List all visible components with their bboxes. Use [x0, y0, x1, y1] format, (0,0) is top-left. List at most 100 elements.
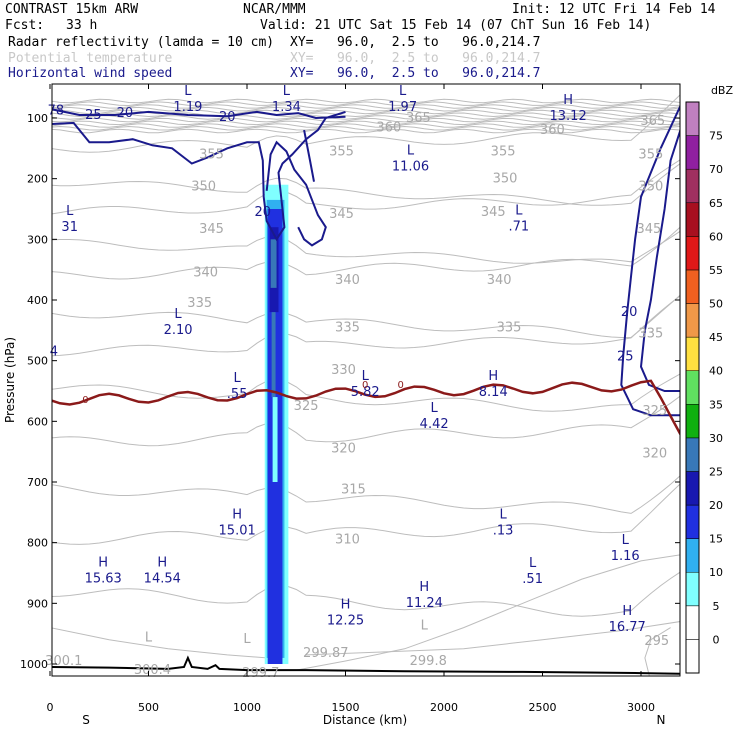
wind-extremum-value: .55: [227, 387, 248, 402]
refl-5dbz-gap: [272, 397, 278, 482]
wind-contours: [52, 105, 680, 417]
colorbar-cell: [685, 437, 700, 472]
wind-extremum-value: 16.77: [609, 620, 646, 635]
wind-low-marker: L: [174, 307, 182, 322]
theta-label: 355: [638, 147, 663, 162]
wind-contour-label: 25: [617, 349, 634, 364]
colorbar-cell: [685, 269, 700, 304]
y-tick-label: 500: [27, 355, 48, 368]
plot-frame: [51, 83, 681, 677]
x-tick-label: 1500: [332, 701, 360, 714]
theta-line: [52, 159, 680, 215]
colorbar: 0 5 10 15 20 25 30 35 40 45 50 55 60 65 70 75 dBZ: [685, 84, 733, 674]
x-tick-label: 1000: [233, 701, 261, 714]
wind-high-marker: H: [157, 555, 167, 570]
wind-contour-25: [52, 108, 346, 120]
colorbar-cell: [685, 236, 700, 271]
colorbar-cell: [685, 471, 700, 506]
valid-time: Valid: 21 UTC Sat 15 Feb 14 (07 ChT Sun …: [260, 18, 652, 33]
org-label: NCAR/MMM: [243, 2, 306, 17]
wind-extremum-value: 14.54: [144, 571, 181, 586]
wind-extremum-value: 1.97: [388, 100, 417, 115]
wind-extremum-value: 1.19: [173, 100, 202, 115]
colorbar-label: 60: [709, 230, 723, 243]
colorbar-label: 40: [709, 365, 723, 378]
refl-25dbz-upper: [270, 239, 277, 288]
wind-low-marker: L: [622, 533, 630, 548]
theta-line: [306, 621, 680, 656]
field-name-reflectivity: Radar reflectivity (lamda = 10 cm): [8, 35, 275, 50]
init-time: Init: 12 UTC Fri 14 Feb 14: [512, 2, 716, 17]
field-xy-reflectivity: XY= 96.0, 2.5 to 96.0,214.7: [290, 35, 541, 50]
freezing-level-line: [52, 379, 680, 435]
contour-labels: 365 365 360 360 355 355 355 355 350 350 350 345 345 3…: [45, 84, 669, 681]
fcst-value: 33 h: [66, 18, 98, 33]
theta-label: 340: [487, 273, 512, 288]
wind-contour-label: 20: [254, 205, 271, 220]
theta-line: [52, 226, 680, 280]
wind-low-marker: L: [66, 204, 74, 219]
theta-line: [52, 571, 680, 617]
colorbar-label: 75: [709, 130, 723, 143]
theta-label: 335: [638, 326, 663, 341]
terrain: [52, 655, 680, 675]
colorbar-label: 20: [709, 499, 723, 512]
theta-label: 320: [331, 442, 356, 457]
wind-extremum-value: 15.63: [85, 571, 122, 586]
theta-line: [52, 163, 680, 206]
theta-low-marker: L: [145, 631, 153, 646]
field-name-wind: Horizontal wind speed: [8, 66, 173, 81]
wind-extremum-value: 2.10: [164, 323, 193, 338]
freezing-level-label: 0: [82, 395, 88, 406]
colorbar-label: 30: [709, 432, 723, 445]
south-label: S: [82, 713, 90, 727]
y-tick-label: 200: [27, 173, 48, 186]
theta-label: 335: [497, 320, 522, 335]
y-tick-label: 700: [27, 476, 48, 489]
field-name-theta: Potential temperature: [8, 51, 173, 66]
wind-contour-20c: [303, 129, 315, 182]
theta-label: 350: [191, 180, 216, 195]
wind-low-marker: L: [529, 556, 537, 571]
theta-label: 310: [335, 533, 360, 548]
reflectivity-column: [264, 184, 289, 664]
colorbar-label: 45: [709, 331, 723, 344]
theta-label: 360: [376, 121, 401, 136]
theta-line: [52, 106, 680, 112]
theta-low-marker: L: [243, 632, 251, 647]
theta-line: [52, 117, 680, 123]
theta-line: [52, 475, 680, 514]
wind-low-marker: L: [362, 369, 370, 384]
theta-line: [52, 627, 267, 659]
wind-extremum-value: 31: [61, 220, 78, 235]
theta-line: [52, 125, 680, 131]
x-tick-label: 2000: [430, 701, 458, 714]
theta-label: 365: [640, 114, 665, 129]
colorbar-cell: [685, 605, 700, 640]
colorbar-cell: [685, 370, 700, 405]
wind-high-marker: H: [341, 598, 351, 613]
theta-label: 315: [341, 482, 366, 497]
north-label: N: [657, 713, 666, 727]
wind-extremum-value: .13: [493, 523, 514, 538]
wind-low-marker: L: [283, 84, 291, 99]
colorbar-cell: [685, 168, 700, 204]
colorbar-label: 70: [709, 163, 723, 176]
wind-contour-label: 20: [219, 110, 236, 125]
wind-high-marker: H: [488, 369, 498, 384]
theta-line: [52, 98, 680, 104]
theta-label: 340: [193, 266, 218, 281]
colorbar-cell: [685, 135, 700, 170]
wind-extremum-value: .71: [509, 219, 530, 234]
wind-low-marker: L: [184, 84, 192, 99]
theta-line: [52, 94, 680, 153]
theta-line: [52, 483, 680, 545]
colorbar-cell: [685, 404, 700, 439]
freezing-level-label: 0: [362, 380, 368, 391]
y-tick-label: 300: [27, 233, 48, 246]
y-tick-label: 600: [27, 415, 48, 428]
wind-high-marker: H: [232, 507, 242, 522]
field-xy-theta: XY= 96.0, 2.5 to 96.0,214.7: [290, 51, 541, 66]
wind-high-marker: H: [622, 604, 632, 619]
